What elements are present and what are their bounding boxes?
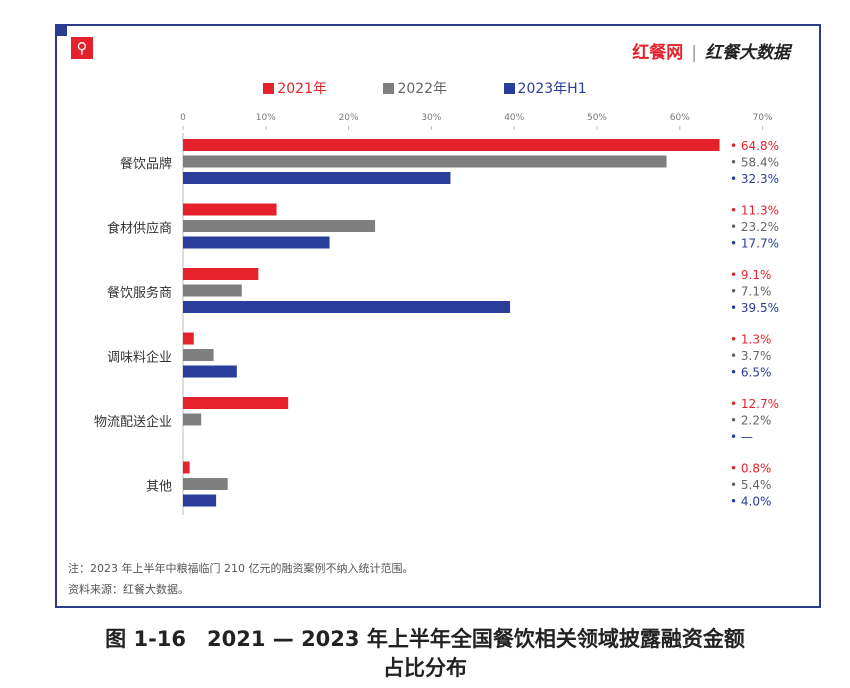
- bar-2022年-调味料企业: [183, 349, 214, 361]
- bar-2021年-餐饮服务商: [183, 268, 259, 280]
- bar-2021年-调味料企业: [183, 332, 194, 345]
- category-label: 餐饮服务商: [107, 285, 172, 301]
- category-label: 食材供应商: [107, 221, 172, 237]
- data-label: • 64.8%: [730, 139, 779, 153]
- data-label: • 11.3%: [730, 204, 779, 218]
- data-label: • 17.7%: [730, 237, 779, 251]
- legend-2021: 2021年: [263, 81, 327, 97]
- data-label: • 7.1%: [730, 285, 771, 299]
- bar-2023年H1-餐饮服务商: [183, 301, 511, 313]
- x-tick-label: 0: [180, 113, 186, 123]
- x-tick-label: 70%: [753, 113, 773, 123]
- data-label: • 1.3%: [730, 333, 771, 347]
- bar-2023年H1-调味料企业: [183, 365, 237, 378]
- category-label: 调味料企业: [107, 350, 172, 366]
- data-label: • —: [730, 430, 753, 444]
- legend: 2021年 2022年 2023年H1: [0, 78, 850, 98]
- data-label: • 58.4%: [730, 156, 779, 170]
- data-label: • 3.7%: [730, 349, 771, 363]
- data-label: • 2.2%: [730, 414, 771, 428]
- brand-logo-2: 红餐大数据: [705, 43, 790, 63]
- x-tick-label: 10%: [256, 113, 276, 123]
- legend-2022: 2022年: [383, 81, 447, 97]
- data-label: • 23.2%: [730, 220, 779, 234]
- bar-2023年H1-食材供应商: [183, 236, 330, 249]
- data-label: • 39.5%: [730, 301, 779, 315]
- bar-2022年-其他: [183, 478, 228, 490]
- legend-2023h1: 2023年H1: [503, 81, 587, 97]
- brand-logo: 红餐网 | 红餐大数据: [632, 43, 790, 63]
- category-label: 餐饮品牌: [120, 156, 172, 172]
- data-label: • 32.3%: [730, 172, 779, 186]
- source-text: 资料来源：红餐大数据。: [68, 583, 189, 596]
- bar-2021年-餐饮品牌: [183, 139, 720, 151]
- note-text: 注：2023 年上半年中粮福临门 210 亿元的融资案例不纳入统计范围。: [68, 562, 414, 575]
- bar-2021年-食材供应商: [183, 203, 277, 216]
- bar-2021年-物流配送企业: [183, 397, 289, 409]
- data-label: • 12.7%: [730, 397, 779, 411]
- data-label: • 5.4%: [730, 478, 771, 492]
- category-label: 其他: [146, 480, 172, 495]
- bar-2022年-物流配送企业: [183, 413, 202, 426]
- category-label: 物流配送企业: [94, 414, 172, 430]
- bar-2021年-其他: [183, 461, 190, 474]
- data-label: • 4.0%: [730, 495, 771, 509]
- bar-2023年H1-餐饮品牌: [183, 172, 451, 184]
- x-tick-label: 50%: [587, 113, 607, 123]
- bar-2022年-食材供应商: [183, 220, 376, 232]
- brand-logo-1: 红餐网: [632, 43, 684, 63]
- data-label: • 6.5%: [730, 366, 771, 380]
- x-tick-label: 60%: [670, 113, 690, 123]
- magnifier-icon: ⚲: [71, 37, 93, 59]
- x-tick-label: 40%: [504, 113, 524, 123]
- bar-2023年H1-其他: [183, 494, 217, 507]
- figure-caption: 图 1-16 2021 — 2023 年上半年全国餐饮相关领域披露融资金额 占比分…: [105, 627, 745, 680]
- bar-2022年-餐饮品牌: [183, 155, 667, 168]
- data-label: • 0.8%: [730, 462, 771, 476]
- data-label: • 9.1%: [730, 268, 771, 282]
- corner-decoration: [55, 24, 67, 36]
- chart-frame: [55, 24, 821, 608]
- x-tick-label: 20%: [339, 113, 359, 123]
- x-tick-label: 30%: [421, 113, 441, 123]
- bar-2022年-餐饮服务商: [183, 284, 242, 297]
